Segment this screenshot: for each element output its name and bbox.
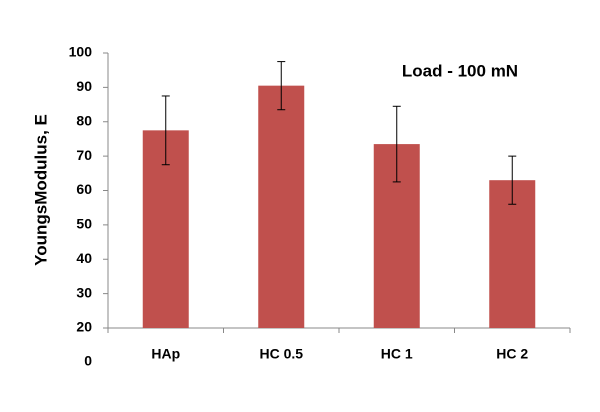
y-tick-label: 20: [76, 319, 92, 335]
y-tick-label: 70: [76, 147, 92, 163]
y-tick-label: 50: [76, 216, 92, 232]
bar: [258, 85, 305, 328]
y-tick-label: 40: [76, 250, 92, 266]
y-tick-label: 100: [69, 44, 93, 60]
error-bar: [161, 95, 170, 166]
y-tick-label: 60: [76, 181, 92, 197]
annotation: Load - 100 mN: [402, 61, 518, 80]
bar: [489, 180, 536, 328]
y-tick-label: 80: [76, 112, 92, 128]
error-bar: [392, 105, 401, 183]
x-tick-label: HC 0.5: [259, 346, 303, 362]
y-tick-label: 90: [76, 78, 92, 94]
y-tick-label: 30: [76, 284, 92, 300]
y-origin-label: 0: [84, 353, 92, 369]
x-tick-label: HC 2: [496, 346, 528, 362]
y-axis-label: YoungsModulus, E: [31, 114, 50, 266]
x-tick-label: HAp: [151, 346, 180, 362]
x-tick-label: HC 1: [381, 346, 413, 362]
error-bar: [277, 61, 286, 111]
error-bar: [508, 155, 517, 205]
